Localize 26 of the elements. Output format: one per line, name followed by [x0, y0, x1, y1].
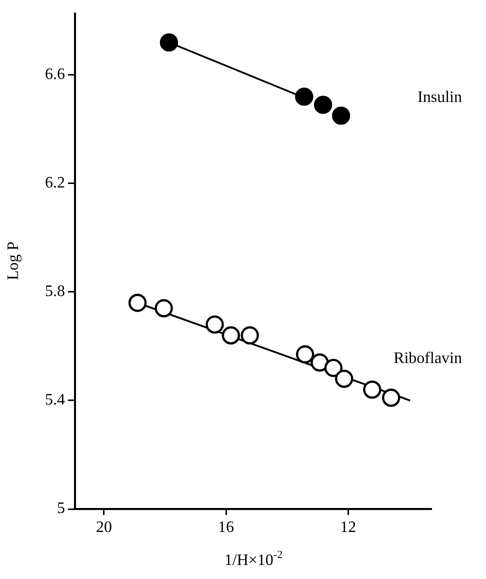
- point: [295, 88, 314, 106]
- x-tick-label: 20: [96, 518, 112, 536]
- point: [335, 370, 354, 388]
- y-tick-label: 6.6: [45, 66, 65, 84]
- point: [314, 96, 332, 114]
- point: [206, 315, 224, 334]
- point: [382, 388, 400, 407]
- point: [332, 106, 350, 125]
- point: [128, 294, 147, 312]
- series-label: Riboflavin: [394, 350, 462, 367]
- y-tick-label: 5.8: [45, 283, 65, 300]
- point: [310, 353, 329, 372]
- point: [324, 358, 343, 378]
- y-axis-title: Log P: [5, 241, 22, 280]
- point: [240, 326, 259, 344]
- y-tick-label: 5: [57, 500, 65, 518]
- point: [222, 326, 240, 344]
- point: [296, 345, 314, 364]
- x-tick-label: 16: [218, 518, 234, 536]
- y-tick-label: 5.4: [45, 392, 65, 409]
- point: [160, 33, 178, 52]
- x-tick-label: 12: [340, 518, 356, 536]
- text: Insulin: [418, 89, 462, 106]
- y-tick-label: 6.2: [45, 174, 65, 192]
- point: [363, 380, 382, 399]
- point: [154, 299, 173, 318]
